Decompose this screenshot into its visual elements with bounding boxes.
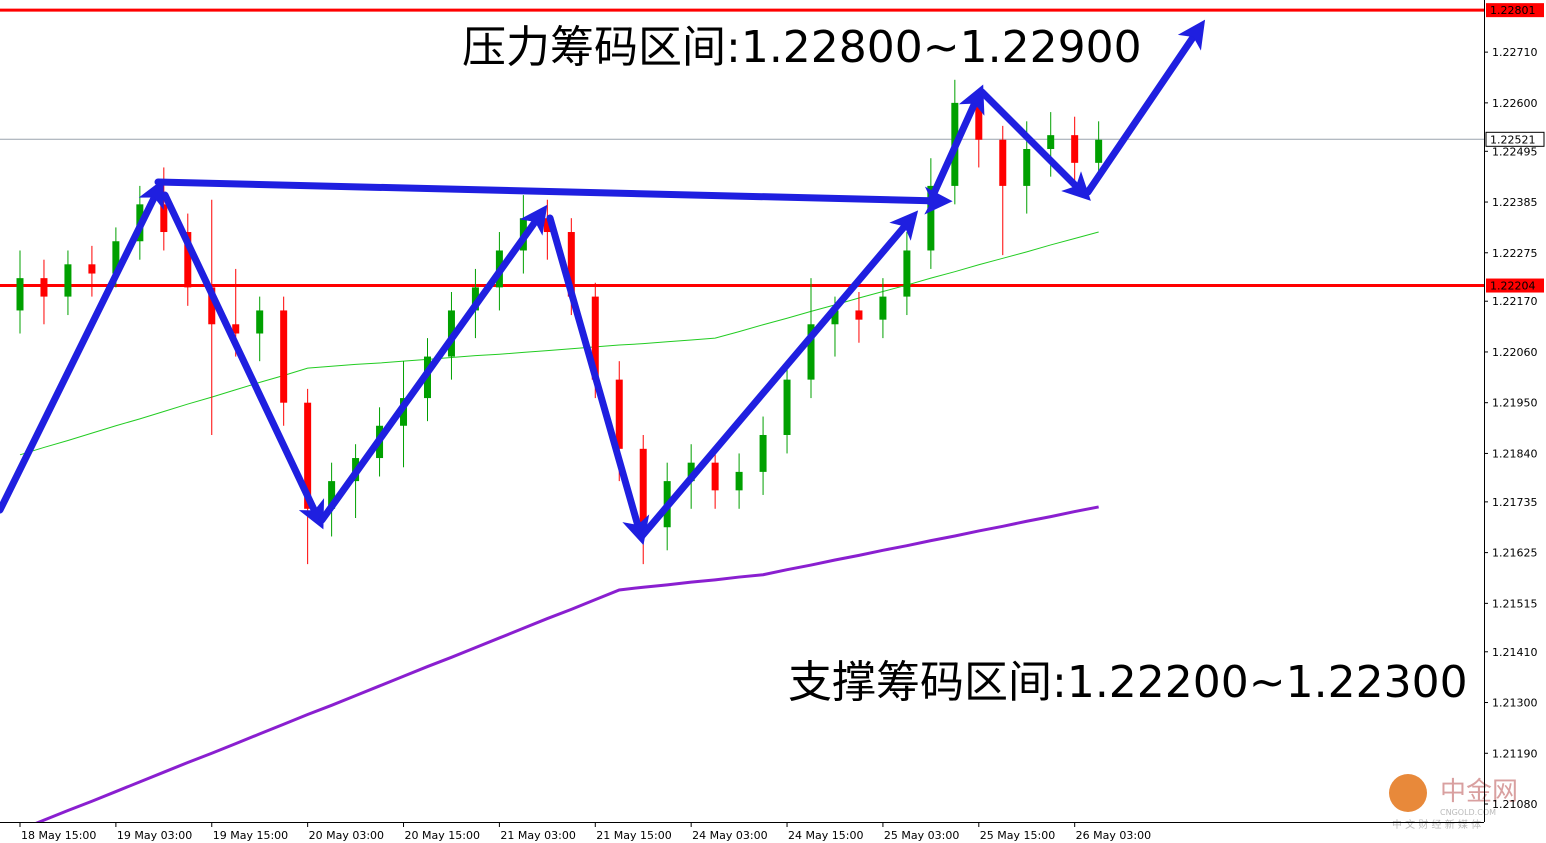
- arrow: [978, 88, 1091, 201]
- y-tick-label: 1.22275: [1492, 247, 1538, 260]
- candle-body: [807, 324, 815, 380]
- y-tick-label: 1.22170: [1492, 295, 1538, 308]
- candle-body: [591, 296, 599, 380]
- candle-body: [232, 324, 240, 334]
- candle-body: [471, 287, 479, 311]
- price-label: 1.22204: [1490, 280, 1536, 293]
- watermark: 中金网 CNGOLD.COM 中 文 财 经 新 媒 体: [1389, 774, 1518, 831]
- y-tick-label: 1.22060: [1492, 346, 1538, 359]
- y-tick-label: 1.21300: [1492, 697, 1538, 710]
- candle-body: [280, 310, 288, 403]
- y-tick-label: 1.22385: [1492, 196, 1538, 209]
- arrow: [161, 191, 325, 530]
- candle-body: [567, 232, 575, 297]
- candle-body: [639, 448, 647, 528]
- candle-body: [112, 241, 120, 274]
- x-tick-label: 24 May 15:00: [788, 829, 863, 842]
- site: CNGOLD.COM: [1440, 808, 1496, 817]
- x-tick-label: 24 May 03:00: [692, 829, 767, 842]
- y-tick-label: 1.22495: [1492, 145, 1538, 158]
- logo: [1389, 774, 1427, 812]
- x-tick-label: 21 May 15:00: [596, 829, 671, 842]
- moving-average: [19, 231, 1099, 456]
- candle-body: [831, 310, 839, 325]
- x-tick-label: 25 May 15:00: [980, 829, 1055, 842]
- candle-body: [903, 250, 911, 297]
- x-tick-label: 20 May 15:00: [405, 829, 480, 842]
- candle-body: [256, 310, 264, 334]
- candle-body: [328, 481, 336, 509]
- arrow: [546, 214, 650, 546]
- y-tick-label: 1.22600: [1492, 97, 1538, 110]
- annotation: 压力筹码区间:1.22800~1.22900: [462, 22, 1142, 73]
- candle-body: [735, 471, 743, 491]
- y-tick-label: 1.21080: [1492, 798, 1538, 811]
- y-tick-label: 1.21625: [1492, 547, 1538, 560]
- candle-body: [40, 278, 48, 297]
- candle-body: [208, 287, 216, 325]
- y-tick-label: 1.21950: [1492, 397, 1538, 410]
- x-tick-label: 25 May 03:00: [884, 829, 959, 842]
- candle-body: [783, 379, 791, 435]
- y-tick-label: 1.21735: [1492, 496, 1538, 509]
- price-label: 1.22521: [1490, 133, 1536, 146]
- arrow: [926, 84, 985, 206]
- price-label-box: [1486, 3, 1544, 18]
- arrow: [1084, 19, 1206, 196]
- candle-body: [304, 402, 312, 509]
- y-tick-label: 1.22710: [1492, 46, 1538, 59]
- x-tick-label: 19 May 15:00: [213, 829, 288, 842]
- price-label-box: [1486, 278, 1544, 293]
- brand: 中金网: [1440, 777, 1518, 807]
- moving-average: [35, 505, 1099, 822]
- candle-body: [687, 462, 695, 482]
- candle-body: [975, 102, 983, 140]
- candle-body: [855, 310, 863, 320]
- arrow: [318, 204, 548, 524]
- slogan: 中 文 财 经 新 媒 体: [1392, 818, 1481, 831]
- x-tick-label: 21 May 03:00: [500, 829, 575, 842]
- x-tick-label: 19 May 03:00: [117, 829, 192, 842]
- candle-body: [1071, 135, 1079, 163]
- x-tick-label: 26 May 03:00: [1076, 829, 1151, 842]
- arrow: [0, 178, 164, 514]
- candle-body: [1095, 139, 1103, 163]
- y-tick-label: 1.21190: [1492, 747, 1538, 760]
- candle-body: [879, 296, 887, 320]
- candle-body: [16, 278, 24, 311]
- y-tick-label: 1.21515: [1492, 597, 1538, 610]
- candle-body: [543, 218, 551, 233]
- price-label: 1.22801: [1490, 4, 1536, 17]
- trend-arrows: [0, 19, 1206, 546]
- arrow: [638, 210, 919, 540]
- candle-body: [1047, 135, 1055, 149]
- candle-body: [711, 462, 719, 491]
- candle-body: [64, 264, 72, 297]
- candle-body: [999, 139, 1007, 186]
- candle-body: [759, 434, 767, 472]
- x-tick-label: 18 May 15:00: [21, 829, 96, 842]
- candle-body: [160, 204, 168, 233]
- y-tick-label: 1.21410: [1492, 646, 1538, 659]
- candle-body: [184, 232, 192, 288]
- candle-body: [1023, 148, 1031, 186]
- y-tick-label: 1.21840: [1492, 447, 1538, 460]
- candle-body: [88, 264, 96, 274]
- candle-body: [927, 185, 935, 251]
- candle-body: [615, 379, 623, 449]
- annotation: 支撑筹码区间:1.22200~1.22300: [788, 657, 1468, 708]
- arrow: [154, 178, 953, 215]
- price-label-box: [1485, 131, 1545, 147]
- x-tick-label: 20 May 03:00: [309, 829, 384, 842]
